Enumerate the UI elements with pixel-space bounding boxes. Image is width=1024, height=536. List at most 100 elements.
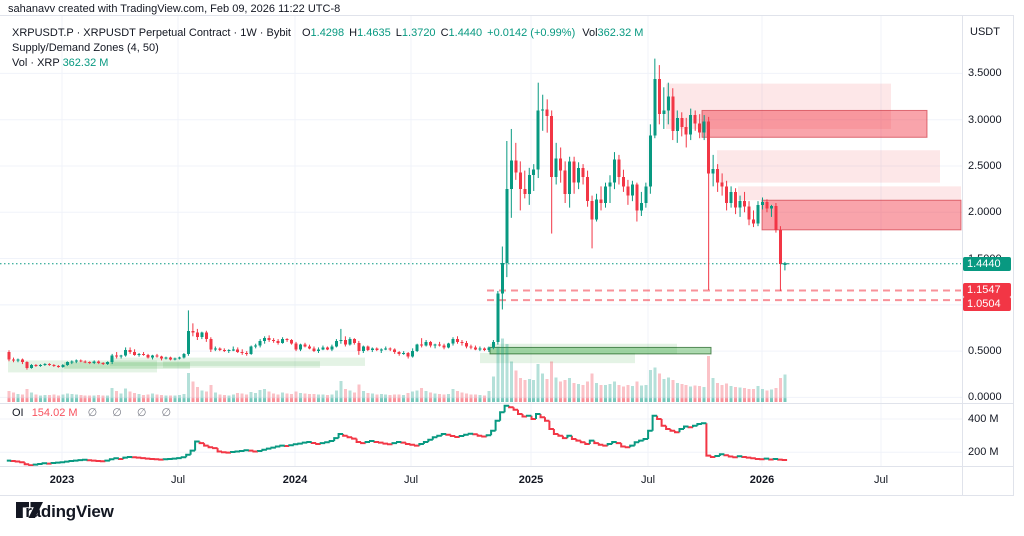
bar-color-strip <box>496 398 500 402</box>
open-interest-legend[interactable]: OI 154.02 M ∅ ∅ ∅ ∅ <box>12 406 177 419</box>
volume-bar <box>778 378 782 399</box>
volume-bar <box>119 393 123 399</box>
candle-body <box>299 344 303 350</box>
candle-body <box>756 204 760 224</box>
time-tick-label: 2025 <box>518 474 544 486</box>
volume-bar <box>339 381 343 399</box>
volume-bar <box>146 394 150 399</box>
bar-color-strip <box>397 398 401 402</box>
volume-bar <box>684 385 688 399</box>
volume-bar <box>666 377 670 399</box>
candle-body <box>604 186 608 204</box>
candle-body <box>124 350 128 356</box>
candle-body <box>83 361 87 363</box>
bar-color-strip <box>384 398 388 402</box>
volume-bar <box>186 373 190 399</box>
candle-body <box>612 159 616 183</box>
volume-bar <box>756 386 760 399</box>
volume-bar <box>276 394 280 399</box>
bar-color-strip <box>402 398 406 402</box>
candle-body <box>56 365 60 367</box>
bar-color-strip <box>307 398 311 402</box>
candle-body <box>581 167 585 178</box>
volume-bar <box>303 393 307 399</box>
bar-color-strip <box>361 398 365 402</box>
volume-bar <box>370 393 374 399</box>
volume-bar <box>590 373 594 399</box>
ohlc-open-label: O <box>301 27 311 39</box>
time-tick-label: Jul <box>640 474 656 486</box>
last-price-label: 1.4440 <box>963 256 1011 271</box>
bar-color-strip <box>164 398 168 402</box>
candle-body <box>79 360 83 362</box>
volume-bar <box>299 392 303 399</box>
volume-bar <box>106 395 110 399</box>
volume-bar <box>379 393 383 399</box>
volume-bar <box>774 387 778 399</box>
volume-indicator-row[interactable]: Vol · XRP 362.32 M <box>12 56 643 70</box>
bar-color-strip <box>151 398 155 402</box>
bar-color-strip <box>756 398 760 402</box>
volume-bar <box>173 395 177 399</box>
bar-color-strip <box>778 398 782 402</box>
volume-bar <box>70 393 74 399</box>
volume-bar <box>334 390 338 399</box>
bar-color-strip <box>137 398 141 402</box>
candle-body <box>29 365 33 368</box>
bar-color-strip <box>209 398 213 402</box>
bar-color-strip <box>303 398 307 402</box>
alert-price-label-2[interactable]: 1.0504 <box>963 296 1011 311</box>
candle-body <box>34 365 38 367</box>
candle-body <box>61 365 65 367</box>
candle-body <box>586 177 590 202</box>
bar-color-strip <box>689 398 693 402</box>
alert-price-label-1[interactable]: 1.1547 <box>963 283 1011 297</box>
candle-body <box>7 352 11 360</box>
volume-bar <box>357 384 361 399</box>
candle-body <box>523 189 527 194</box>
volume-bar <box>711 378 715 399</box>
candle-body <box>20 359 24 363</box>
volume-bar <box>716 382 720 399</box>
volume-bar <box>384 394 388 399</box>
candle-body <box>469 346 473 348</box>
indicator-title[interactable]: Supply/Demand Zones (4, 50) <box>12 42 159 54</box>
candle-body <box>675 117 679 131</box>
volume-bar <box>720 385 724 399</box>
volume-bar <box>204 391 208 399</box>
bar-color-strip <box>101 398 105 402</box>
candle-body <box>128 350 132 353</box>
volume-bar <box>523 379 527 399</box>
oi-value: 154.02 M <box>31 407 78 419</box>
volume-bar <box>581 385 585 399</box>
bar-color-strip <box>500 398 504 402</box>
volume-bar <box>563 380 567 399</box>
tradingview-logo[interactable]: TradingView <box>16 502 114 522</box>
volume-bar <box>38 395 42 399</box>
time-tick-label: Jul <box>403 474 419 486</box>
volume-bar <box>142 394 146 399</box>
volume-bar <box>769 389 773 399</box>
demand-zone <box>480 352 635 364</box>
volume-bar <box>532 380 536 399</box>
bar-color-strip <box>249 398 253 402</box>
candle-body <box>159 356 163 359</box>
volume-bar <box>101 395 105 399</box>
volume-bar <box>343 388 347 399</box>
bar-color-strip <box>734 398 738 402</box>
candle-body <box>366 346 370 351</box>
candle-body <box>743 201 747 207</box>
volume-bar <box>34 394 38 399</box>
demand-zone <box>110 357 365 366</box>
bar-color-strip <box>424 398 428 402</box>
bar-color-strip <box>231 398 235 402</box>
candle-body <box>559 158 563 171</box>
bar-color-strip <box>276 398 280 402</box>
candle-body <box>168 357 172 360</box>
bar-color-strip <box>370 398 374 402</box>
candle-body <box>720 182 724 187</box>
chart-legend[interactable]: XRPUSDT.P · XRPUSDT Perpetual Contract ·… <box>12 26 643 70</box>
candle-body <box>177 357 181 359</box>
